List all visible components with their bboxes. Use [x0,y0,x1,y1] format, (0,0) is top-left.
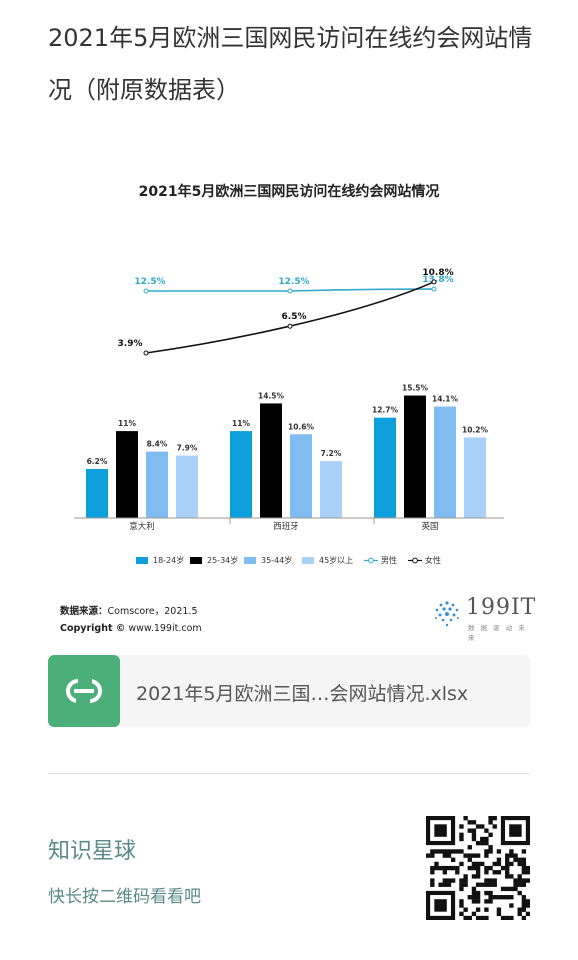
chart-image: 2021年5月欧洲三国网民访问在线约会网站情况 6.2% 11% 8.4% 7.9% 1… [48,165,535,645]
legend-label: 男性 [381,555,397,565]
bar [404,395,426,518]
brand-logo: 199IT 数 据 驱 动 未 来 [430,595,535,642]
legend-marker [368,557,374,564]
section-divider [48,773,530,774]
bar-value-label: 8.4% [147,440,168,449]
legend-label: 18-24岁 [153,555,184,565]
attachment-file-name: 2021年5月欧洲三国…会网站情况.xlsx [136,683,469,705]
copyright-label: Copyright © [60,623,126,634]
bar [374,417,396,518]
line-point [287,288,293,294]
line-point [143,288,149,294]
bar-value-label: 14.1% [432,395,459,404]
copyright-value: www.199it.com [128,623,202,634]
legend-swatch [190,557,202,564]
legend-swatch [244,557,256,564]
legend-marker [412,557,418,564]
bar [86,469,108,518]
bar-value-label: 11% [118,419,136,428]
brand-logo-tagline: 数 据 驱 动 未 来 [468,624,527,642]
line-value-label: 13.8% [422,275,453,285]
planet-subtitle: 快长按二维码看看吧 [48,887,201,907]
qr-code-icon[interactable] [426,816,531,921]
x-tick-label: 西班牙 [273,521,299,532]
legend-label: 女性 [425,555,441,565]
legend-swatch [136,557,148,564]
bar [230,431,252,518]
legend-label: 45岁以上 [319,555,353,565]
x-tick-label: 意大利 [129,521,155,532]
bar-value-label: 6.2% [87,457,108,466]
bar [464,437,486,518]
brand-logo-text: 199IT [466,595,537,620]
line-point [431,286,437,292]
bar [290,434,312,518]
bar-value-label: 14.5% [258,391,285,400]
line-point [143,350,149,356]
line-value-label: 12.5% [134,277,165,287]
planet-title: 知识星球 [48,839,137,864]
legend-swatch [302,557,314,564]
article-title: 2021年5月欧洲三国网民访问在线约会网站情况（附原数据表） [48,24,533,104]
bar [146,451,168,518]
spreadsheet-s-icon [48,655,120,727]
line-point [287,323,293,329]
bar-value-label: 12.7% [372,406,399,415]
source-value: Comscore，2021.5 [107,606,198,617]
bar [260,403,282,518]
legend-label: 35-44岁 [261,555,292,565]
bar-value-label: 10.2% [462,425,489,434]
brand-logo-mark-icon [435,601,459,627]
bar-value-label: 15.5% [402,384,429,393]
chart-title: 2021年5月欧洲三国网民访问在线约会网站情况 [139,183,440,200]
bar [320,461,342,518]
line-value-label: 12.5% [278,277,309,287]
bar [434,406,456,518]
line-value-label: 3.9% [118,339,143,349]
bar-value-label: 11% [232,419,250,428]
chart: 2021年5月欧洲三国网民访问在线约会网站情况 6.2% 11% 8.4% 7.9% 1… [74,183,504,565]
bar-value-label: 10.6% [288,422,315,431]
legend-label: 25-34岁 [207,555,238,565]
bar [116,431,138,518]
series-line [145,281,435,354]
source-label: 数据来源： [60,606,108,617]
source-block: 数据来源：Comscore，2021.5 Copyright © www.199… [60,603,202,637]
bar [176,455,198,518]
attachment-card[interactable]: 2021年5月欧洲三国…会网站情况.xlsx [48,655,530,727]
line-point [431,279,437,285]
bar-value-label: 7.9% [177,444,198,453]
line-value-label: 6.5% [282,312,307,322]
line-value-label: 10.8% [422,268,453,278]
bar-value-label: 7.2% [321,449,342,458]
x-tick-label: 英国 [421,521,438,532]
